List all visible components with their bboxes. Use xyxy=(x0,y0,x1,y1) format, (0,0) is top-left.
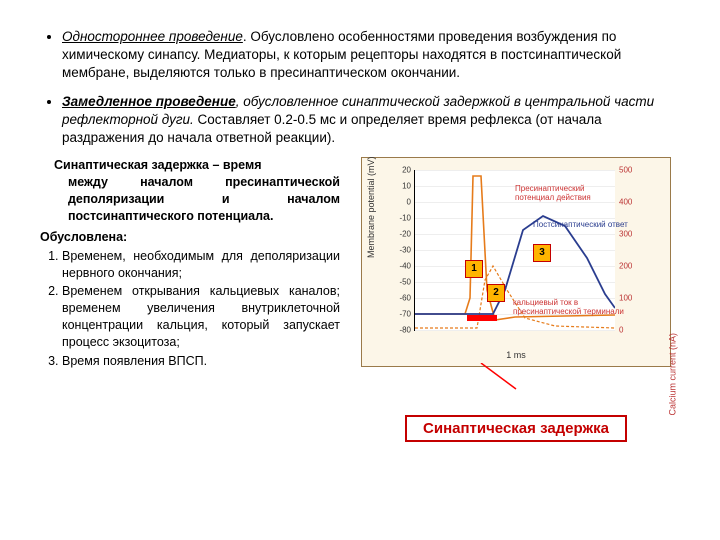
y1-axis-label: Membrane potential (mV) xyxy=(366,157,376,259)
definition-line1: Синаптическая задержка – время xyxy=(54,158,262,172)
bullet-1-term: Одностороннее проведение xyxy=(62,29,243,44)
y1-tick: -80 xyxy=(387,326,411,335)
bullet-2-term: Замедленное проведение xyxy=(62,94,236,109)
y2-tick: 500 xyxy=(619,166,643,175)
bullet-2: Замедленное проведение, обусловленное си… xyxy=(62,93,680,148)
arrow-line xyxy=(481,363,516,389)
y1-tick: -10 xyxy=(387,214,411,223)
y1-tick: -70 xyxy=(387,310,411,319)
y2-tick: 300 xyxy=(619,230,643,239)
plot-area: 20100-10-20-30-40-50-60-70-80 0100200300… xyxy=(414,170,615,331)
cause-3: Время появления ВПСП. xyxy=(62,353,340,370)
curve-calcium xyxy=(415,266,615,328)
chart-marker-2: 2 xyxy=(487,284,505,302)
y1-tick: -40 xyxy=(387,262,411,271)
synaptic-delay-bar xyxy=(467,315,497,321)
bullet-list: Одностороннее проведение. Обусловлено ос… xyxy=(40,28,680,147)
chart-marker-1: 1 xyxy=(465,260,483,278)
y1-tick: -50 xyxy=(387,278,411,287)
caption-box: Синаптическая задержка xyxy=(405,415,627,442)
right-column: Membrane potential (mV) Calcium current … xyxy=(352,157,680,442)
chart-annotation: Постсинаптический ответ xyxy=(533,220,628,229)
y1-tick: 0 xyxy=(387,198,411,207)
y2-tick: 400 xyxy=(619,198,643,207)
y2-tick: 0 xyxy=(619,326,643,335)
definition: Синаптическая задержка – время между нач… xyxy=(40,157,340,225)
chart-marker-3: 3 xyxy=(533,244,551,262)
causes-list: Временем, необходимым для деполяризации … xyxy=(40,248,340,370)
left-column: Синаптическая задержка – время между нач… xyxy=(40,157,340,372)
x-axis-label: 1 ms xyxy=(506,350,526,360)
chart-annotation: Пресинаптический потенциал действия xyxy=(515,184,591,202)
chart-annotation: кальциевый ток в пресинаптической термин… xyxy=(513,298,624,316)
y1-tick: -60 xyxy=(387,294,411,303)
caused-label: Обусловлена: xyxy=(40,229,340,246)
cause-1: Временем, необходимым для деполяризации … xyxy=(62,248,340,282)
y1-tick: -30 xyxy=(387,246,411,255)
bullet-1: Одностороннее проведение. Обусловлено ос… xyxy=(62,28,680,83)
chart: Membrane potential (mV) Calcium current … xyxy=(361,157,671,367)
y1-tick: 10 xyxy=(387,182,411,191)
cause-2: Временем открывания кальциевых каналов; … xyxy=(62,283,340,351)
y1-tick: 20 xyxy=(387,166,411,175)
definition-cont: между началом пресинаптической деполяриз… xyxy=(54,174,340,225)
y1-tick: -20 xyxy=(387,230,411,239)
arrow-svg xyxy=(361,363,671,393)
y2-tick: 200 xyxy=(619,262,643,271)
